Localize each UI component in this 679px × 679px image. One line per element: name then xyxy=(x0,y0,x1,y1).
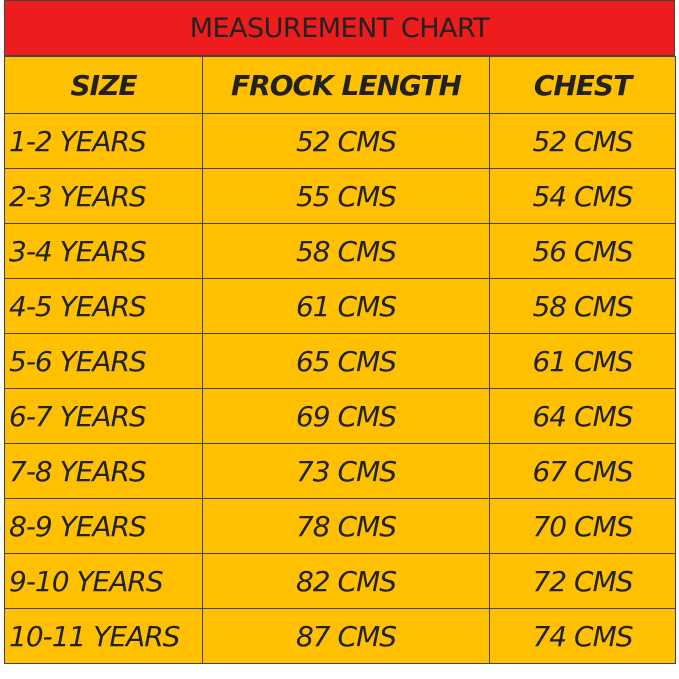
value-cell: 52 CMS xyxy=(202,113,490,169)
size-cell: 3-4 YEARS xyxy=(4,223,203,279)
value-cell: 58 CMS xyxy=(202,223,490,279)
chart-title: MEASUREMENT CHART xyxy=(4,0,675,56)
size-cell: 4-5 YEARS xyxy=(4,278,203,334)
size-cell: 1-2 YEARS xyxy=(4,113,203,169)
value-cell: 82 CMS xyxy=(202,553,490,609)
measurement-chart: MEASUREMENT CHART SIZE FROCK LENGTH CHEST … xyxy=(4,0,676,676)
value-cell: 54 CMS xyxy=(489,168,676,224)
value-cell: 70 CMS xyxy=(489,498,676,554)
header-cell: FROCK LENGTH xyxy=(202,56,490,114)
table-row: 1-2 YEARS 52 CMS 52 CMS xyxy=(4,113,676,169)
table-row: 7-8 YEARS 73 CMS 67 CMS xyxy=(4,443,676,499)
value-cell: 69 CMS xyxy=(202,388,490,444)
size-table: SIZE FROCK LENGTH CHEST 1-2 YEARS 52 CMS 52 … xyxy=(4,56,676,664)
table-body: 1-2 YEARS 52 CMS 52 CMS 2-3 YEARS 55 CMS 54 C… xyxy=(4,113,676,664)
table-row: 10-11 YEARS 87 CMS 74 CMS xyxy=(4,608,676,664)
table-row: 6-7 YEARS 69 CMS 64 CMS xyxy=(4,388,676,444)
size-cell: 2-3 YEARS xyxy=(4,168,203,224)
size-cell: 7-8 YEARS xyxy=(4,443,203,499)
size-cell: 8-9 YEARS xyxy=(4,498,203,554)
size-cell: 10-11 YEARS xyxy=(4,608,203,664)
value-cell: 73 CMS xyxy=(202,443,490,499)
value-cell: 87 CMS xyxy=(202,608,490,664)
value-cell: 58 CMS xyxy=(489,278,676,334)
table-row: 9-10 YEARS 82 CMS 72 CMS xyxy=(4,553,676,609)
value-cell: 56 CMS xyxy=(489,223,676,279)
header-row: SIZE FROCK LENGTH CHEST xyxy=(4,56,676,114)
header-cell: SIZE xyxy=(4,56,203,114)
value-cell: 67 CMS xyxy=(489,443,676,499)
value-cell: 61 CMS xyxy=(202,278,490,334)
table-row: 4-5 YEARS 61 CMS 58 CMS xyxy=(4,278,676,334)
value-cell: 78 CMS xyxy=(202,498,490,554)
size-cell: 6-7 YEARS xyxy=(4,388,203,444)
value-cell: 65 CMS xyxy=(202,333,490,389)
table-row: 3-4 YEARS 58 CMS 56 CMS xyxy=(4,223,676,279)
value-cell: 55 CMS xyxy=(202,168,490,224)
size-cell: 5-6 YEARS xyxy=(4,333,203,389)
table-row: 5-6 YEARS 65 CMS 61 CMS xyxy=(4,333,676,389)
value-cell: 72 CMS xyxy=(489,553,676,609)
value-cell: 52 CMS xyxy=(489,113,676,169)
table-row: 2-3 YEARS 55 CMS 54 CMS xyxy=(4,168,676,224)
header-cell: CHEST xyxy=(489,56,676,114)
size-cell: 9-10 YEARS xyxy=(4,553,203,609)
value-cell: 61 CMS xyxy=(489,333,676,389)
table-row: 8-9 YEARS 78 CMS 70 CMS xyxy=(4,498,676,554)
value-cell: 74 CMS xyxy=(489,608,676,664)
value-cell: 64 CMS xyxy=(489,388,676,444)
